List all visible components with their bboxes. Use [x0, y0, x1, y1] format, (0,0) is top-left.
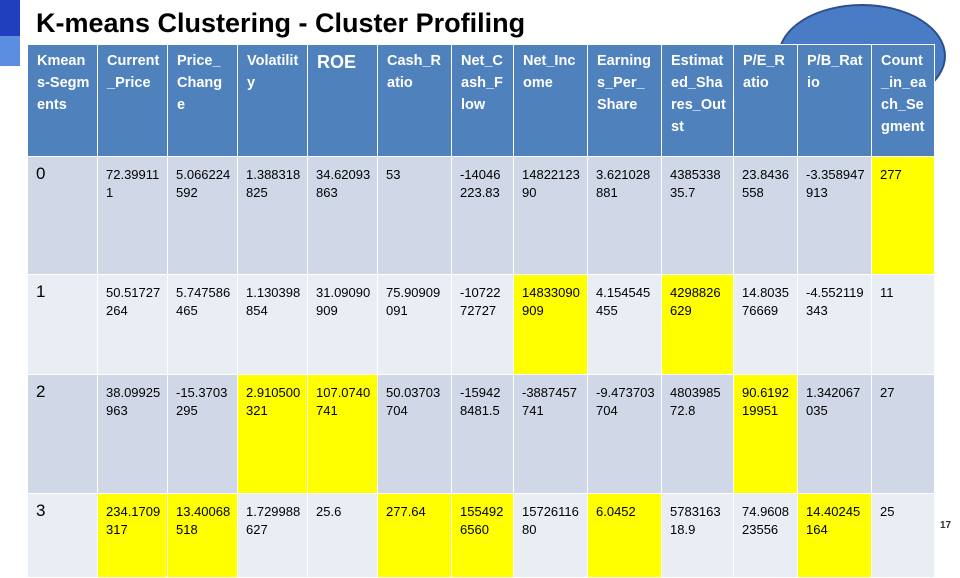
slide-title: K-means Clustering - Cluster Profiling — [36, 8, 526, 38]
header-net-income: Net_Income — [513, 44, 588, 157]
table-cell: -14046223.83 — [451, 156, 514, 275]
table-cell: 1572611680 — [513, 493, 588, 578]
header-price-change: Price_Change — [167, 44, 238, 157]
table-row: 3 234.1709317 13.40068518 1.729988627 25… — [27, 493, 935, 578]
accent-bar-light — [0, 36, 20, 66]
table-cell: 53 — [377, 156, 452, 275]
header-kmeans-segments: Kmeans-Segments — [27, 44, 98, 157]
table-cell: 1554926560 — [451, 493, 514, 578]
table-cell: -15.3703295 — [167, 374, 238, 494]
table-cell: 25 — [871, 493, 935, 578]
segment-id-cell: 3 — [27, 493, 98, 578]
table-cell: 1.130398854 — [237, 274, 308, 375]
table-cell: -1072272727 — [451, 274, 514, 375]
table-cell: 14833090909 — [513, 274, 588, 375]
table-row: 0 72.399111 5.066224592 1.388318825 34.6… — [27, 156, 935, 275]
table-cell: 50.51727264 — [97, 274, 168, 375]
cluster-profile-table: Kmeans-Segments Current_Price Price_Chan… — [27, 44, 935, 578]
table-cell: 4298826629 — [661, 274, 734, 375]
table-cell: 13.40068518 — [167, 493, 238, 578]
table-cell: 1.342067035 — [797, 374, 872, 494]
header-current-price: Current_Price — [97, 44, 168, 157]
header-earnings-per-share: Earnings_Per_Share — [587, 44, 662, 157]
table-cell: 107.0740741 — [307, 374, 378, 494]
table-cell: 1.388318825 — [237, 156, 308, 275]
table-cell: 14.803576669 — [733, 274, 798, 375]
page-number: 17 — [940, 520, 952, 531]
table-row: 2 38.09925963 -15.3703295 2.910500321 10… — [27, 374, 935, 494]
table-cell: 6.0452 — [587, 493, 662, 578]
header-roe: ROE — [307, 44, 378, 157]
table-cell: 3.621028881 — [587, 156, 662, 275]
segment-id-cell: 0 — [27, 156, 98, 275]
table-cell: 74.960823556 — [733, 493, 798, 578]
table-header-row: Kmeans-Segments Current_Price Price_Chan… — [27, 44, 935, 157]
table-cell: 14.40245164 — [797, 493, 872, 578]
table-cell: -3887457741 — [513, 374, 588, 494]
table-cell: -4.552119343 — [797, 274, 872, 375]
table-cell: 277 — [871, 156, 935, 275]
table-cell: 72.399111 — [97, 156, 168, 275]
accent-bar-dark — [0, 0, 20, 36]
header-estimated-shares-outst: Estimated_Shares_Outst — [661, 44, 734, 157]
table-cell: 23.8436558 — [733, 156, 798, 275]
table-cell: 38.09925963 — [97, 374, 168, 494]
header-pb-ratio: P/B_Ratio — [797, 44, 872, 157]
table-cell: 27 — [871, 374, 935, 494]
table-cell: 2.910500321 — [237, 374, 308, 494]
table-cell: 234.1709317 — [97, 493, 168, 578]
header-cash-ratio: Cash_Ratio — [377, 44, 452, 157]
segment-id-cell: 1 — [27, 274, 98, 375]
table-cell: 1482212390 — [513, 156, 588, 275]
table-cell: 31.09090909 — [307, 274, 378, 375]
table-cell: 25.6 — [307, 493, 378, 578]
table-cell: 90.619219951 — [733, 374, 798, 494]
table-cell: -9.473703704 — [587, 374, 662, 494]
header-volatility: Volatility — [237, 44, 308, 157]
table-cell: 4.154545455 — [587, 274, 662, 375]
segment-id-cell: 2 — [27, 374, 98, 494]
table-cell: 277.64 — [377, 493, 452, 578]
table-cell: 1.729988627 — [237, 493, 308, 578]
table-cell: 11 — [871, 274, 935, 375]
header-pe-ratio: P/E_Ratio — [733, 44, 798, 157]
table-cell: 75.90909091 — [377, 274, 452, 375]
table-cell: 438533835.7 — [661, 156, 734, 275]
table-cell: 5.066224592 — [167, 156, 238, 275]
table-row: 1 50.51727264 5.747586465 1.130398854 31… — [27, 274, 935, 375]
table-cell: -159428481.5 — [451, 374, 514, 494]
table-cell: 50.03703704 — [377, 374, 452, 494]
table-cell: 578316318.9 — [661, 493, 734, 578]
table-cell: -3.358947913 — [797, 156, 872, 275]
header-net-cash-flow: Net_Cash_Flow — [451, 44, 514, 157]
header-count-in-each-segment: Count_in_each_Segment — [871, 44, 935, 157]
table-cell: 5.747586465 — [167, 274, 238, 375]
table-cell: 34.62093863 — [307, 156, 378, 275]
table-cell: 480398572.8 — [661, 374, 734, 494]
